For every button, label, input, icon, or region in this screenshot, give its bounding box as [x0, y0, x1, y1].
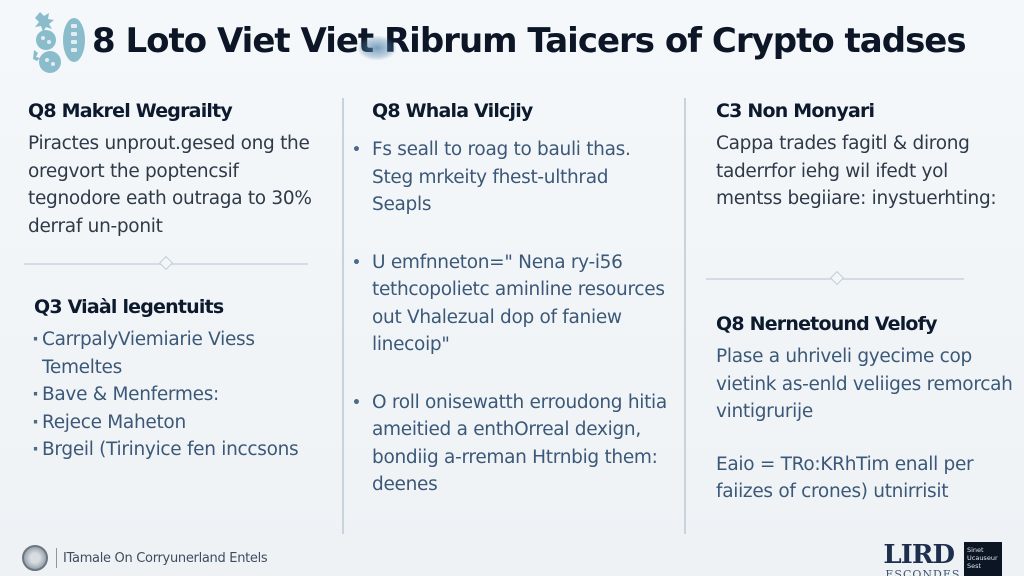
column-divider [684, 98, 686, 534]
badge-line: Sinet [967, 546, 984, 554]
page-title: 8 Loto Viet Viet Ribrum Taicers of Crypt… [92, 21, 967, 61]
list-item: Bave & Menfermes: [32, 381, 324, 409]
section-title: Q8 Whala Vilcjiy [372, 100, 533, 122]
footer-text: ITamale On Corryunerland Entels [63, 550, 268, 566]
section-text: Piractes unprout.gesed ong the oregvort … [28, 133, 312, 237]
brand-logo: LIRD [883, 540, 955, 570]
bullet-list: CarrpalyViemiarie Viess Temeltes Bave & … [32, 326, 324, 464]
column-divider [342, 98, 344, 534]
list-item: O roll onisewatth erroudong hitia ameiti… [352, 389, 672, 499]
header: 8 Loto Viet Viet Ribrum Taicers of Crypt… [28, 6, 967, 76]
section-title: C3 Non Monyari [716, 100, 875, 122]
column-3: C3 Non Monyari Cappa trades fagitl & dir… [716, 100, 1006, 213]
badge-line: Ucauseur [967, 554, 998, 562]
list-item: Fs seall to roag to bauli thas. Steg mrk… [352, 136, 672, 219]
section-title: Q8 Nernetound Velofy [716, 313, 938, 335]
section-text: Plase a uhriveli gyecime cop vietink as-… [716, 346, 1013, 422]
section-text: Eaio = TRo:KRhTim enall per faiizes of c… [716, 453, 974, 503]
section-title: Q3 Viaàl legentuits [34, 296, 224, 318]
section-text: Cappa trades fagitl & dirong taderrfor i… [716, 133, 997, 209]
list-item: Brgeil (Tirinyice fen inccsons [32, 436, 324, 464]
bullet-list: Fs seall to roag to bauli thas. Steg mrk… [352, 136, 672, 499]
botanical-illustration-icon [28, 6, 90, 76]
section-divider [24, 255, 308, 271]
list-item: U emfnneton=" Nena ry-i56 tethcopolietc … [352, 249, 672, 359]
list-item: CarrpalyViemiarie Viess Temeltes [32, 326, 324, 381]
title-smudge-graphic [358, 36, 396, 60]
brand-badge: Sinet Ucauseur Sest [964, 542, 1002, 576]
column-1-section-2: Q3 Viaàl legentuits CarrpalyViemiarie Vi… [32, 296, 324, 464]
badge-line: Sest [967, 562, 982, 570]
seal-icon [22, 545, 48, 571]
column-3-section-2: Q8 Nernetound Velofy Plase a uhriveli gy… [716, 313, 1016, 506]
diamond-ornament-icon [158, 255, 174, 271]
diamond-ornament-icon [829, 270, 845, 286]
brand-subtitle: ESCONDES [885, 568, 961, 576]
section-divider [706, 270, 964, 286]
footer-brand: LIRD ESCONDES Sinet Ucauseur Sest [883, 542, 1002, 576]
list-item: Rejece Maheton [32, 409, 324, 437]
section-title: Q8 Makrel Wegrailty [28, 100, 233, 122]
footer-credit: ITamale On Corryunerland Entels [22, 545, 268, 571]
column-2: Q8 Whala Vilcjiy Fs seall to roag to bau… [352, 100, 672, 529]
footer-separator [56, 548, 57, 568]
column-1: Q8 Makrel Wegrailty Piractes unprout.ges… [28, 100, 318, 240]
